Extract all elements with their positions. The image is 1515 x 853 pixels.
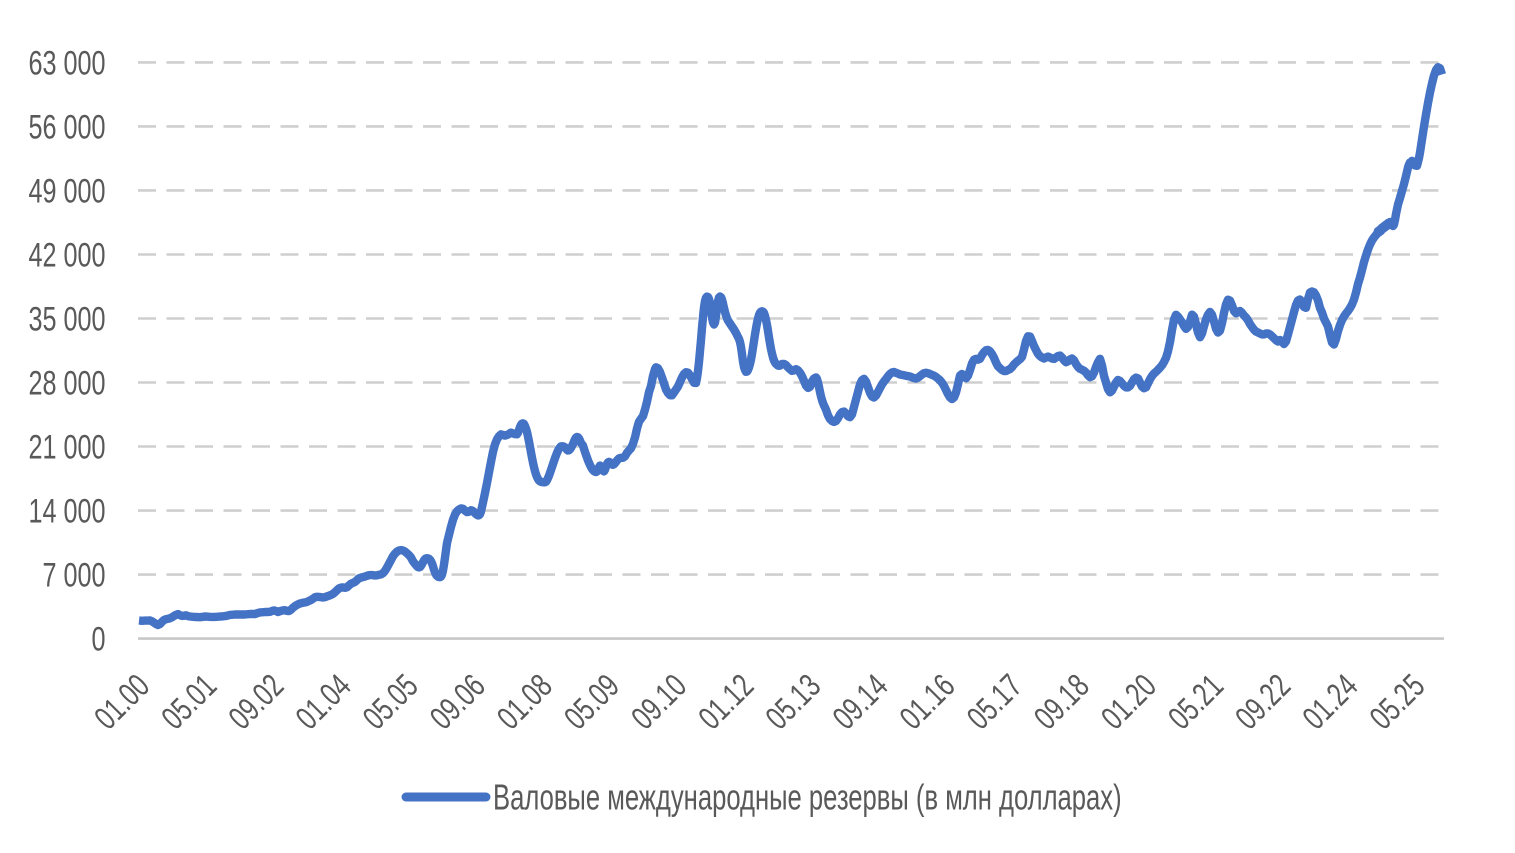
svg-text:21 000: 21 000 <box>29 429 106 467</box>
svg-text:Валовые международные резервы: Валовые международные резервы (в млн дол… <box>493 777 1122 817</box>
svg-text:42 000: 42 000 <box>29 237 106 275</box>
svg-text:56 000: 56 000 <box>29 109 106 147</box>
svg-text:7 000: 7 000 <box>43 557 106 595</box>
svg-text:49 000: 49 000 <box>29 173 106 211</box>
svg-text:35 000: 35 000 <box>29 301 106 339</box>
svg-text:14 000: 14 000 <box>29 493 106 531</box>
svg-text:28 000: 28 000 <box>29 365 106 403</box>
svg-text:63 000: 63 000 <box>29 45 106 83</box>
svg-text:0: 0 <box>91 621 105 659</box>
